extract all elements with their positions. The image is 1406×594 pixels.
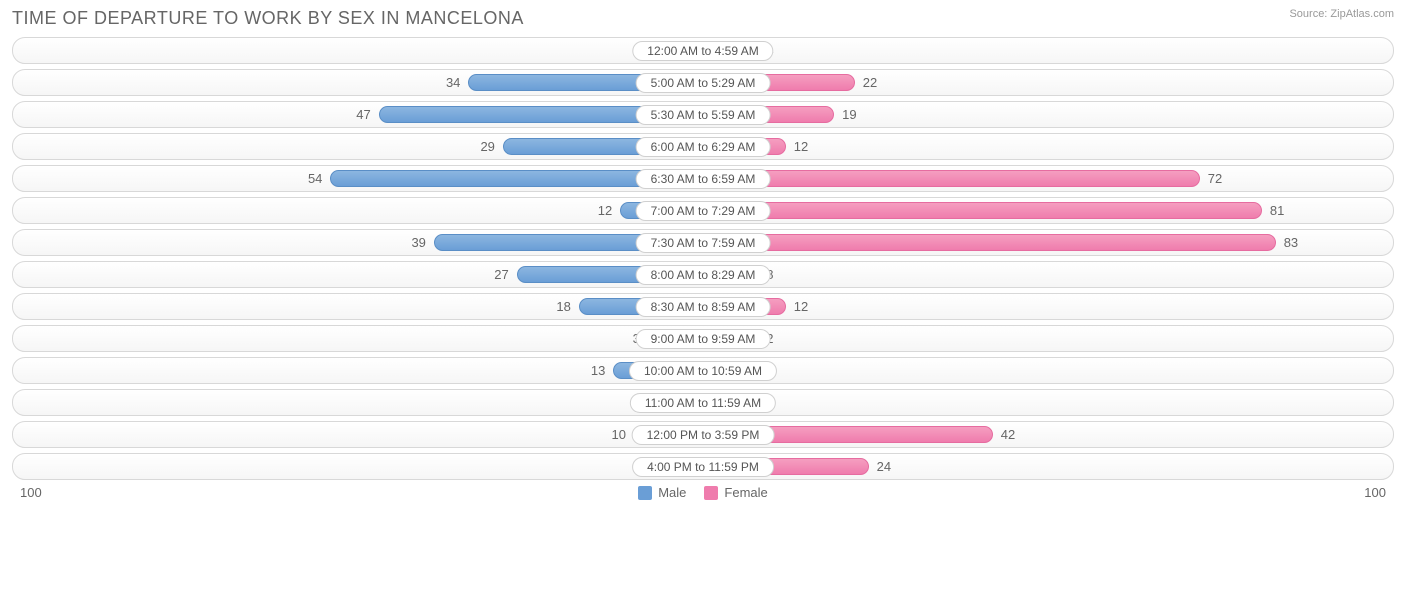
chart-row: 13110:00 AM to 10:59 AM (12, 357, 1394, 384)
chart-title: TIME OF DEPARTURE TO WORK BY SEX IN MANC… (12, 8, 524, 29)
time-range-label: 8:00 AM to 8:29 AM (636, 265, 771, 285)
female-value: 22 (863, 75, 877, 90)
time-range-label: 12:00 AM to 4:59 AM (632, 41, 773, 61)
chart-row: 47 19 5:30 AM to 5:59 AM (12, 101, 1394, 128)
female-value: 72 (1208, 171, 1222, 186)
legend-male-label: Male (658, 485, 686, 500)
time-range-label: 10:00 AM to 10:59 AM (629, 361, 777, 381)
chart-row: 34 22 5:00 AM to 5:29 AM (12, 69, 1394, 96)
chart-row: 12 81 7:00 AM to 7:29 AM (12, 197, 1394, 224)
legend-male: Male (638, 485, 686, 500)
chart-row: 3412:00 AM to 4:59 AM (12, 37, 1394, 64)
female-value: 12 (794, 139, 808, 154)
legend-female-label: Female (724, 485, 767, 500)
time-range-label: 5:30 AM to 5:59 AM (636, 105, 771, 125)
female-bar (703, 202, 1262, 219)
male-value: 18 (556, 299, 570, 314)
female-value: 12 (794, 299, 808, 314)
male-value: 54 (308, 171, 322, 186)
male-value: 12 (598, 203, 612, 218)
female-bar (703, 234, 1276, 251)
legend-female: Female (704, 485, 767, 500)
time-range-label: 6:30 AM to 6:59 AM (636, 169, 771, 189)
chart-row: 2788:00 AM to 8:29 AM (12, 261, 1394, 288)
male-value: 39 (411, 235, 425, 250)
female-value: 42 (1001, 427, 1015, 442)
chart-row: 29 12 6:00 AM to 6:29 AM (12, 133, 1394, 160)
female-swatch-icon (704, 486, 718, 500)
chart-row: 10 42 12:00 PM to 3:59 PM (12, 421, 1394, 448)
male-value: 27 (494, 267, 508, 282)
time-range-label: 9:00 AM to 9:59 AM (636, 329, 771, 349)
chart-row: 54 72 6:30 AM to 6:59 AM (12, 165, 1394, 192)
chart-row: 39 83 7:30 AM to 7:59 AM (12, 229, 1394, 256)
male-swatch-icon (638, 486, 652, 500)
chart-row: 18 12 8:30 AM to 8:59 AM (12, 293, 1394, 320)
time-range-label: 8:30 AM to 8:59 AM (636, 297, 771, 317)
time-range-label: 11:00 AM to 11:59 AM (630, 393, 776, 413)
axis-max-left: 100 (20, 485, 42, 500)
time-range-label: 12:00 PM to 3:59 PM (632, 425, 775, 445)
chart-row: 6244:00 PM to 11:59 PM (12, 453, 1394, 480)
time-range-label: 4:00 PM to 11:59 PM (632, 457, 774, 477)
female-value: 24 (877, 459, 891, 474)
chart-row: 0011:00 AM to 11:59 AM (12, 389, 1394, 416)
time-range-label: 7:30 AM to 7:59 AM (636, 233, 771, 253)
male-value: 13 (591, 363, 605, 378)
male-value: 29 (480, 139, 494, 154)
source-attribution: Source: ZipAtlas.com (1289, 8, 1394, 20)
chart-row: 329:00 AM to 9:59 AM (12, 325, 1394, 352)
female-value: 19 (842, 107, 856, 122)
time-range-label: 6:00 AM to 6:29 AM (636, 137, 771, 157)
male-value: 10 (612, 427, 626, 442)
time-range-label: 7:00 AM to 7:29 AM (636, 201, 771, 221)
male-value: 47 (356, 107, 370, 122)
legend: Male Female (638, 485, 768, 500)
male-value: 34 (446, 75, 460, 90)
female-value: 81 (1270, 203, 1284, 218)
female-value: 83 (1284, 235, 1298, 250)
axis-max-right: 100 (1364, 485, 1386, 500)
time-range-label: 5:00 AM to 5:29 AM (636, 73, 771, 93)
female-bar (703, 170, 1200, 187)
chart-area: 3412:00 AM to 4:59 AM 34 22 5:00 AM to 5:29… (12, 37, 1394, 480)
